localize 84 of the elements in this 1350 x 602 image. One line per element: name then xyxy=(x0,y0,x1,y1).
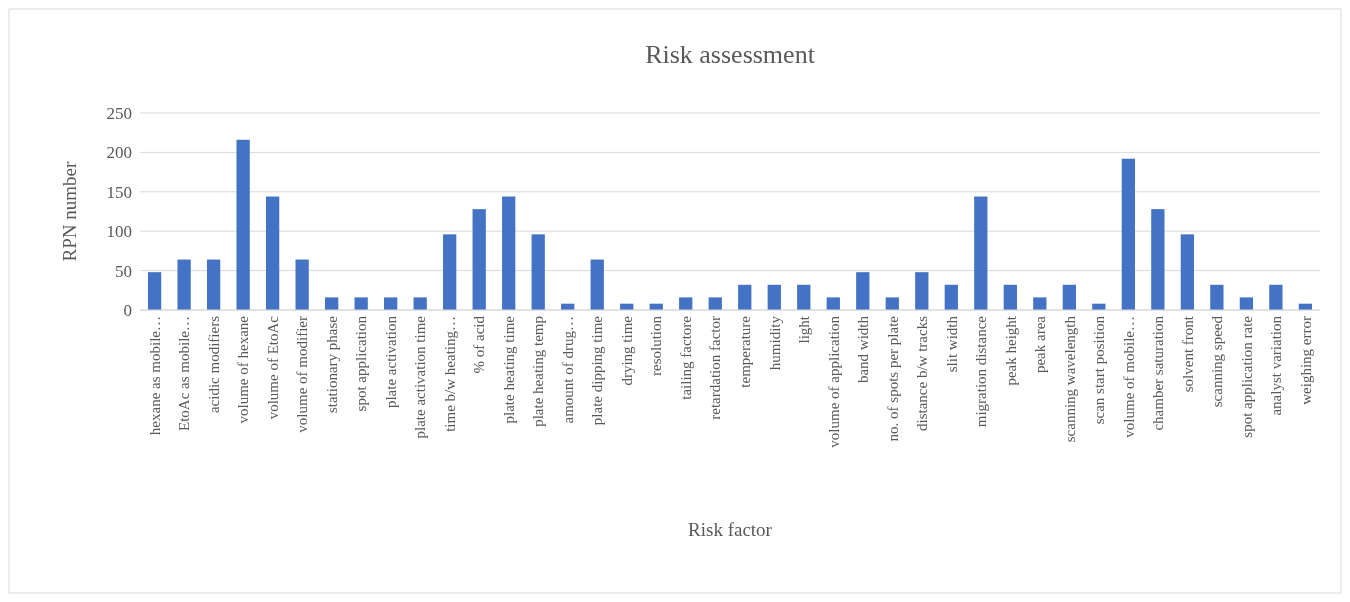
bar xyxy=(206,259,221,310)
x-tick-label: spot application xyxy=(353,315,370,412)
x-tick-label: stationary phase xyxy=(323,315,340,414)
x-tick-label: plate activation xyxy=(382,315,399,409)
x-tick-label: scan start position xyxy=(1091,315,1108,425)
x-tick-label: drying time xyxy=(618,315,635,386)
x-tick-label: retardation factor xyxy=(707,316,724,420)
x-tick-label: volume of hexane xyxy=(235,315,252,424)
x-tick-label: volume of EtoAc xyxy=(264,315,281,420)
x-tick-label: EtoAc as mobile… xyxy=(176,316,193,431)
y-tick-label: 250 xyxy=(106,103,132,123)
x-tick-label: resolution xyxy=(648,315,665,376)
x-tick-label: humidity xyxy=(766,315,783,371)
y-tick-label: 100 xyxy=(106,222,132,242)
bar xyxy=(1180,234,1195,310)
x-tick-label: amount of drug… xyxy=(559,316,576,424)
x-tick-label: chamber saturation xyxy=(1150,315,1167,431)
bar xyxy=(147,272,162,310)
x-tick-label: hexane as mobile… xyxy=(146,316,163,436)
x-tick-label: weighing error xyxy=(1297,316,1314,405)
x-tick-label: tailing factore xyxy=(677,315,694,400)
bar xyxy=(1062,284,1076,310)
x-tick-label: migration distance xyxy=(973,315,990,428)
bar xyxy=(531,234,545,310)
x-tick-label: spot application rate xyxy=(1238,315,1255,438)
bar xyxy=(1003,284,1017,310)
bar xyxy=(354,297,368,310)
x-tick-label: light xyxy=(796,315,813,344)
x-tick-label: volume of modifier xyxy=(294,316,311,433)
chart-title: Risk assessment xyxy=(645,40,816,69)
bar xyxy=(856,272,870,310)
bar xyxy=(708,297,722,310)
bar xyxy=(384,297,398,310)
x-tick-label: distance b/w tracks xyxy=(914,315,931,431)
bar xyxy=(885,297,899,310)
bar xyxy=(502,196,516,310)
bar xyxy=(1121,158,1135,310)
x-tick-label: temperature xyxy=(737,315,753,388)
bar xyxy=(472,209,486,310)
bar xyxy=(826,297,840,310)
bar xyxy=(797,284,811,310)
bar xyxy=(738,284,752,310)
x-tick-label: plate dipping time xyxy=(589,315,606,426)
bar xyxy=(295,259,309,310)
bar xyxy=(413,297,427,310)
x-tick-label: slit width xyxy=(943,315,960,373)
x-tick-label: plate heating time xyxy=(500,315,517,424)
bar xyxy=(325,297,339,310)
y-tick-label: 150 xyxy=(106,182,132,202)
x-tick-label: plate activation time xyxy=(412,315,429,439)
bar xyxy=(177,259,191,310)
x-tick-label: % of acid xyxy=(471,315,488,374)
x-tick-label: peak height xyxy=(1002,315,1019,386)
bar xyxy=(679,297,693,310)
x-tick-label: scanning wavelength xyxy=(1061,315,1078,443)
bar xyxy=(443,234,457,310)
bar xyxy=(767,284,781,310)
bar xyxy=(974,196,988,310)
bar xyxy=(266,196,280,310)
x-tick-label: analyst variation xyxy=(1268,315,1285,416)
bar xyxy=(1210,284,1224,310)
y-tick-label: 0 xyxy=(123,300,132,320)
x-tick-label: time b/w heating… xyxy=(441,316,458,432)
x-tick-label: acidic modifiers xyxy=(205,315,222,414)
x-tick-label: plate heating temp xyxy=(530,316,547,427)
x-tick-label: volume of mobile… xyxy=(1120,316,1137,438)
bar xyxy=(1151,209,1165,310)
x-tick-label: band width xyxy=(855,315,872,384)
y-tick-label: 50 xyxy=(115,261,132,281)
x-tick-label: peak area xyxy=(1032,315,1049,374)
bar xyxy=(1269,284,1283,310)
bar xyxy=(236,139,250,310)
x-tick-label: scanning speed xyxy=(1209,315,1226,408)
bar xyxy=(915,272,929,310)
y-tick-label: 200 xyxy=(106,143,132,163)
bar xyxy=(1033,297,1047,310)
x-tick-label: no. of spots per plate xyxy=(884,315,901,442)
x-axis-title: Risk factor xyxy=(688,519,773,540)
y-axis-title: RPN number xyxy=(59,160,80,262)
bar xyxy=(1239,297,1254,310)
bar xyxy=(590,259,604,310)
bar xyxy=(944,284,958,310)
x-tick-label: solvent front xyxy=(1179,315,1196,393)
x-tick-label: volume of application xyxy=(825,315,842,448)
